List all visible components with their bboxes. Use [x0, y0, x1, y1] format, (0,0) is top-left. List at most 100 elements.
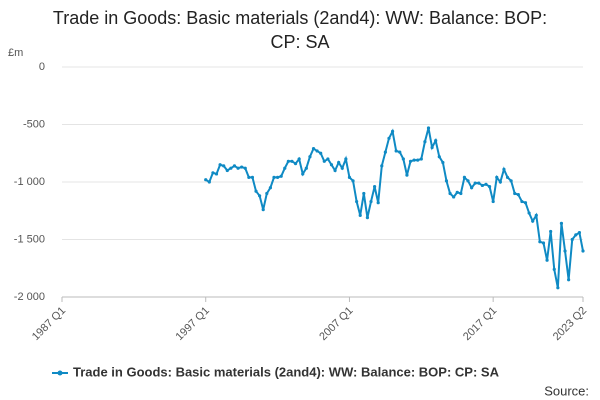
- y-tick-label: -1 500: [14, 233, 45, 245]
- point: [340, 166, 344, 170]
- point: [261, 208, 265, 212]
- point: [574, 233, 578, 237]
- point: [308, 155, 312, 159]
- point: [452, 195, 456, 199]
- point: [315, 149, 319, 153]
- point: [523, 201, 528, 205]
- point: [326, 157, 330, 161]
- point: [394, 149, 398, 153]
- point: [218, 163, 222, 167]
- point: [236, 166, 240, 170]
- y-tick-label: -2 000: [14, 291, 45, 303]
- point: [513, 191, 517, 196]
- y-tick-label: -500: [23, 118, 45, 130]
- point: [563, 249, 567, 253]
- point: [254, 189, 258, 193]
- point: [430, 145, 434, 150]
- point: [319, 151, 323, 155]
- x-tick-label: 1997 Q1: [174, 305, 212, 343]
- point: [283, 166, 287, 170]
- y-tick-label: -1 000: [14, 176, 45, 188]
- point: [225, 168, 229, 173]
- point: [369, 199, 373, 204]
- point: [279, 174, 283, 178]
- point: [322, 159, 326, 163]
- y-axis-label: £m: [8, 47, 23, 59]
- point: [383, 150, 387, 154]
- point: [232, 164, 237, 168]
- point: [437, 155, 441, 159]
- point: [520, 199, 524, 204]
- source: Source:: [544, 383, 589, 398]
- point: [487, 185, 492, 189]
- point: [214, 172, 219, 176]
- point: [390, 129, 395, 133]
- y-tick-label: 0: [39, 61, 45, 73]
- point: [470, 186, 474, 190]
- point: [505, 175, 510, 179]
- point: [531, 219, 535, 223]
- point: [502, 167, 506, 171]
- point: [448, 191, 452, 196]
- point: [405, 173, 409, 177]
- point: [441, 160, 445, 165]
- point: [434, 139, 438, 143]
- x-tick-label: 1987 Q1: [30, 305, 68, 343]
- point: [462, 175, 467, 179]
- point: [376, 201, 380, 205]
- point: [344, 157, 348, 161]
- point: [247, 175, 251, 179]
- series-line: [205, 127, 584, 288]
- point: [581, 249, 585, 253]
- point: [408, 159, 413, 163]
- point: [268, 186, 272, 190]
- point: [286, 159, 290, 163]
- point: [559, 221, 564, 225]
- point: [545, 258, 549, 262]
- point: [290, 159, 294, 163]
- point: [423, 140, 427, 144]
- point: [207, 180, 211, 184]
- point: [297, 157, 301, 161]
- point: [272, 175, 276, 179]
- point: [301, 172, 305, 176]
- point: [426, 126, 431, 130]
- point: [329, 163, 334, 167]
- point: [355, 199, 359, 204]
- point: [362, 191, 366, 196]
- x-tick-label: 2023 Q2: [551, 305, 589, 343]
- point: [419, 157, 423, 161]
- point: [538, 240, 542, 244]
- point: [240, 165, 244, 169]
- point: [351, 179, 355, 183]
- point: [509, 179, 513, 183]
- point: [265, 191, 269, 196]
- point: [347, 175, 352, 179]
- point: [293, 162, 298, 166]
- point: [552, 267, 556, 271]
- point: [243, 166, 247, 170]
- point: [211, 171, 215, 175]
- x-tick-label: 2017 Q1: [461, 305, 499, 343]
- point: [275, 175, 280, 179]
- point: [380, 164, 384, 168]
- point: [570, 237, 574, 242]
- point: [480, 183, 484, 188]
- point: [204, 178, 208, 182]
- point: [459, 191, 463, 196]
- x-tick-label: 2007 Q1: [317, 305, 355, 343]
- point: [387, 136, 391, 140]
- point: [466, 179, 470, 183]
- point: [556, 286, 560, 290]
- point: [250, 175, 255, 179]
- point: [484, 182, 488, 186]
- point: [491, 199, 495, 204]
- point: [477, 181, 481, 185]
- point: [577, 231, 582, 235]
- point: [473, 181, 477, 185]
- point: [527, 211, 531, 215]
- legend-marker: [57, 370, 63, 376]
- point: [337, 160, 341, 165]
